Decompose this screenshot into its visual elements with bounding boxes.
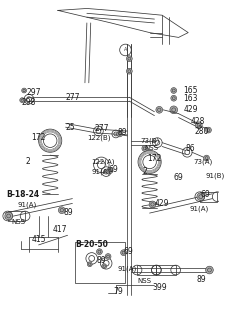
Text: 172: 172 [147,154,161,163]
Text: 89: 89 [64,208,73,217]
Circle shape [171,95,177,101]
Text: 69: 69 [174,173,183,182]
Text: 69: 69 [201,190,210,199]
Bar [137,265,156,275]
Circle shape [107,168,113,173]
Circle shape [96,249,102,255]
Text: 91(A): 91(A) [17,201,37,208]
Circle shape [195,122,202,129]
Text: 277: 277 [66,93,80,102]
Text: 91(A): 91(A) [189,205,208,212]
Circle shape [156,107,163,113]
Text: 297: 297 [26,88,41,97]
Circle shape [117,131,123,137]
Text: 86: 86 [185,144,195,153]
Text: 172: 172 [31,133,45,142]
Circle shape [5,212,12,220]
Text: 91(A): 91(A) [92,168,111,175]
Circle shape [206,266,213,274]
Text: 429: 429 [154,199,169,208]
Circle shape [126,56,132,61]
Text: 73(A): 73(A) [193,159,212,165]
Text: 122(B): 122(B) [87,134,110,141]
Text: 417: 417 [53,225,68,234]
Text: 91(A): 91(A) [118,266,137,272]
Text: 165: 165 [183,86,198,95]
Circle shape [20,98,25,103]
Circle shape [87,262,92,267]
Circle shape [22,88,27,93]
Text: 89: 89 [197,275,207,284]
Text: 91(B): 91(B) [206,172,225,179]
Circle shape [197,193,205,201]
Text: B-20-50: B-20-50 [75,240,108,249]
Circle shape [204,155,210,161]
Text: A: A [124,47,127,52]
Text: NSS: NSS [145,145,159,151]
Circle shape [170,106,178,114]
Text: 25: 25 [66,123,75,132]
Text: 415: 415 [32,235,46,244]
Circle shape [105,254,111,260]
Text: 73(B): 73(B) [140,138,159,144]
Text: 69: 69 [108,165,118,174]
Text: 280: 280 [195,126,209,136]
Circle shape [149,201,156,208]
Circle shape [142,146,148,151]
Text: 298: 298 [21,98,36,107]
Text: 2: 2 [143,167,148,176]
Text: 429: 429 [183,105,198,114]
Circle shape [171,88,177,93]
Text: 163: 163 [183,94,198,103]
Circle shape [102,264,107,268]
Text: 89: 89 [118,128,127,138]
Circle shape [126,68,132,74]
Text: 69: 69 [123,247,133,256]
Text: 89: 89 [96,256,106,265]
Circle shape [206,127,211,133]
Text: 277: 277 [95,124,109,133]
Text: B-18-24: B-18-24 [6,190,39,199]
Bar [200,192,217,202]
Text: NSS: NSS [12,219,26,225]
Bar [75,242,126,283]
Text: 79: 79 [113,287,123,296]
Bar [8,211,25,221]
Circle shape [58,207,65,213]
Bar [156,265,176,275]
Text: 122(A): 122(A) [92,159,115,165]
Text: NSS: NSS [137,278,151,284]
Text: 428: 428 [191,117,205,126]
Text: 2: 2 [25,157,30,166]
Circle shape [121,250,126,256]
Text: 399: 399 [153,283,167,292]
